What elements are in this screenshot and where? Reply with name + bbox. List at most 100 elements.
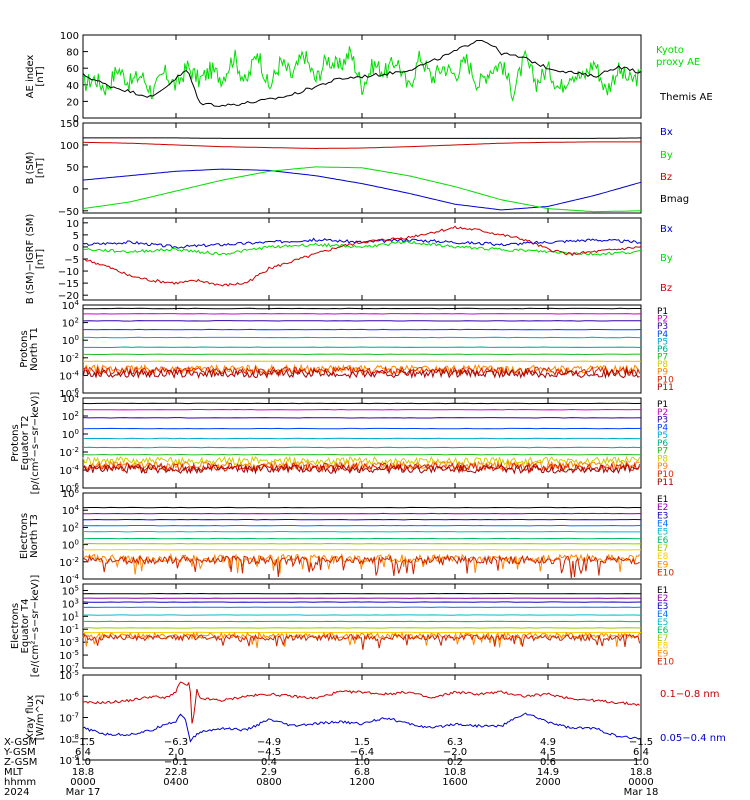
- y-axis-label: B (SM)−IGRF (SM): [25, 214, 36, 305]
- legend-label-e9: E9: [657, 650, 669, 660]
- y-tick-label: 101: [62, 610, 79, 623]
- y-tick-label: 10-6: [59, 690, 79, 703]
- orbit-ephemeris-table: X-GSM −1.5 −6.3 −4.9 1.5 6.3 4.9 −1.5 Y-…: [0, 738, 750, 800]
- legend-label-p9: P9: [657, 368, 668, 378]
- legend-label-p8: P8: [657, 454, 668, 464]
- y-tick-label: 102: [62, 521, 79, 534]
- legend-label-bz: Bz: [660, 172, 672, 183]
- legend-label-kyoto: Kyoto: [656, 45, 684, 56]
- flux-line-p3: [82, 320, 642, 322]
- orbit-cell: 18.8: [629, 767, 653, 778]
- y-tick-label: 100: [62, 428, 79, 441]
- orbit-cell: 0800: [256, 777, 282, 788]
- orbit-cell: Mar 17: [65, 787, 101, 798]
- orbit-cell: −4.5: [256, 747, 282, 758]
- y-tick-label: 100: [62, 539, 79, 552]
- orbit-cell: 1.5: [354, 737, 370, 748]
- y-tick-label: 105: [62, 584, 79, 597]
- legend-label-by: By: [660, 150, 673, 161]
- legend-label-themis: Themis AE: [659, 92, 713, 103]
- y-tick-label: 10-2: [59, 352, 79, 365]
- flux-line-p8: [82, 455, 641, 467]
- y-axis-label: [W/m^2]: [35, 695, 46, 741]
- orbit-cell: −1.5: [628, 737, 654, 748]
- y-tick-label: 10-4: [59, 464, 79, 477]
- orbit-cell: −1.5: [70, 737, 96, 748]
- legend-label-xray-long: 0.1−0.8 nm: [660, 689, 719, 700]
- orbit-cell: 2000: [535, 777, 561, 788]
- legend-label-p3: P3: [657, 416, 668, 426]
- legend-label-bx: Bx: [660, 224, 673, 235]
- legend-label-e5: E5: [657, 528, 668, 538]
- legend-label-e6: E6: [657, 536, 669, 546]
- y-axis-label: [nT]: [35, 66, 46, 86]
- y-axis-label: North T1: [29, 327, 40, 371]
- orbit-cell: 22.8: [164, 767, 188, 778]
- orbit-row-date: 2024 Mar 17 Mar 18: [0, 788, 750, 798]
- y-axis-label: Equator T4: [20, 599, 31, 654]
- legend-label-e1: E1: [657, 586, 668, 596]
- y-tick-label: 60: [66, 64, 79, 75]
- y-axis-label: Electrons: [19, 513, 30, 559]
- y-axis-label: [e/(cm²−s−sr−keV)]: [30, 575, 41, 678]
- flux-line-e10: [82, 554, 640, 579]
- y-tick-label: 0: [73, 243, 79, 254]
- y-tick-label: 0: [73, 185, 79, 196]
- flux-line-p6: [83, 346, 642, 348]
- orbit-label-hhmm: hhmm: [4, 777, 37, 788]
- flux-line-e9: [82, 631, 641, 649]
- orbit-cell: 0.2: [447, 757, 463, 768]
- y-axis-label: [nT]: [35, 249, 46, 269]
- orbit-cell: 1.0: [75, 757, 91, 768]
- y-tick-label: 100: [60, 31, 79, 42]
- y-tick-label: 10-3: [59, 636, 79, 649]
- y-axis-label: Electrons: [10, 603, 21, 649]
- y-axis-label: Protons: [10, 424, 21, 461]
- orbit-cell: 4.9: [540, 737, 556, 748]
- legend-label-kyoto: proxy AE: [656, 57, 700, 68]
- y-tick-label: 103: [62, 597, 79, 610]
- xray-line-0: [82, 681, 640, 724]
- plot-frame: [82, 304, 642, 394]
- series-line-themis-ae: [82, 40, 642, 107]
- flux-line-p5: [83, 336, 642, 339]
- legend-label-p4: P4: [657, 423, 668, 433]
- legend-label-e9: E9: [657, 560, 669, 570]
- y-tick-label: 20: [66, 97, 79, 108]
- plot-frame: [82, 217, 642, 301]
- y-tick-label: 100: [60, 141, 79, 152]
- orbit-row-mlt: MLT 18.8 22.8 2.9 6.8 10.8 14.9 18.8: [0, 768, 750, 778]
- legend-label-p7: P7: [657, 447, 668, 457]
- flux-line-p11: [82, 367, 640, 380]
- flux-line-p11: [82, 463, 640, 475]
- y-tick-label: 104: [62, 504, 80, 517]
- y-tick-label: 104: [62, 392, 80, 405]
- y-tick-label: 5: [73, 231, 79, 242]
- legend-label-e10: E10: [657, 568, 674, 578]
- flux-line-p9: [82, 459, 640, 471]
- legend-label-p5: P5: [657, 337, 668, 347]
- xray-line-1: [82, 712, 640, 743]
- orbit-cell: 18.8: [71, 767, 95, 778]
- orbit-cell: 0000: [628, 777, 654, 788]
- series-line-bx: [82, 237, 642, 249]
- series-line-kyoto-proxy-ae: [82, 46, 642, 102]
- orbit-cell: 1200: [349, 777, 375, 788]
- y-tick-label: 102: [62, 410, 79, 423]
- orbit-label-xgsm: X-GSM: [4, 737, 38, 748]
- legend-label-e6: E6: [657, 626, 669, 636]
- y-tick-label: 10-5: [59, 649, 79, 662]
- orbit-row-hhmm: hhmm 0000 0400 0800 1200 1600 2000 0000: [0, 778, 750, 788]
- orbit-cell: 4.5: [540, 747, 556, 758]
- legend-label-e1: E1: [657, 495, 668, 505]
- orbit-cell: 6.3: [447, 737, 463, 748]
- legend-label-p5: P5: [657, 431, 668, 441]
- y-axis-label: Equator T2: [20, 416, 31, 471]
- legend-label-p10: P10: [657, 470, 674, 480]
- y-axis-label: [nT]: [35, 158, 46, 178]
- legend-label-e4: E4: [657, 610, 669, 620]
- y-tick-label: 40: [66, 81, 79, 92]
- y-tick-label: 102: [62, 317, 79, 330]
- orbit-label-zgsm: Z-GSM: [4, 757, 38, 768]
- orbit-cell: 6.4: [75, 747, 91, 758]
